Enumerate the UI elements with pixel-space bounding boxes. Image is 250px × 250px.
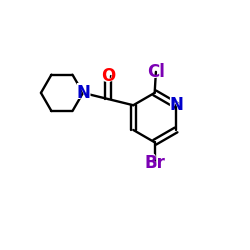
Text: N: N xyxy=(76,84,90,102)
Text: O: O xyxy=(101,66,115,84)
Text: Br: Br xyxy=(142,153,168,173)
Text: N: N xyxy=(74,83,92,103)
Text: N: N xyxy=(168,95,185,115)
Text: O: O xyxy=(99,66,117,86)
Text: Br: Br xyxy=(144,154,165,172)
Text: Cl: Cl xyxy=(145,62,167,82)
Text: Cl: Cl xyxy=(147,63,165,81)
Text: N: N xyxy=(169,96,183,114)
